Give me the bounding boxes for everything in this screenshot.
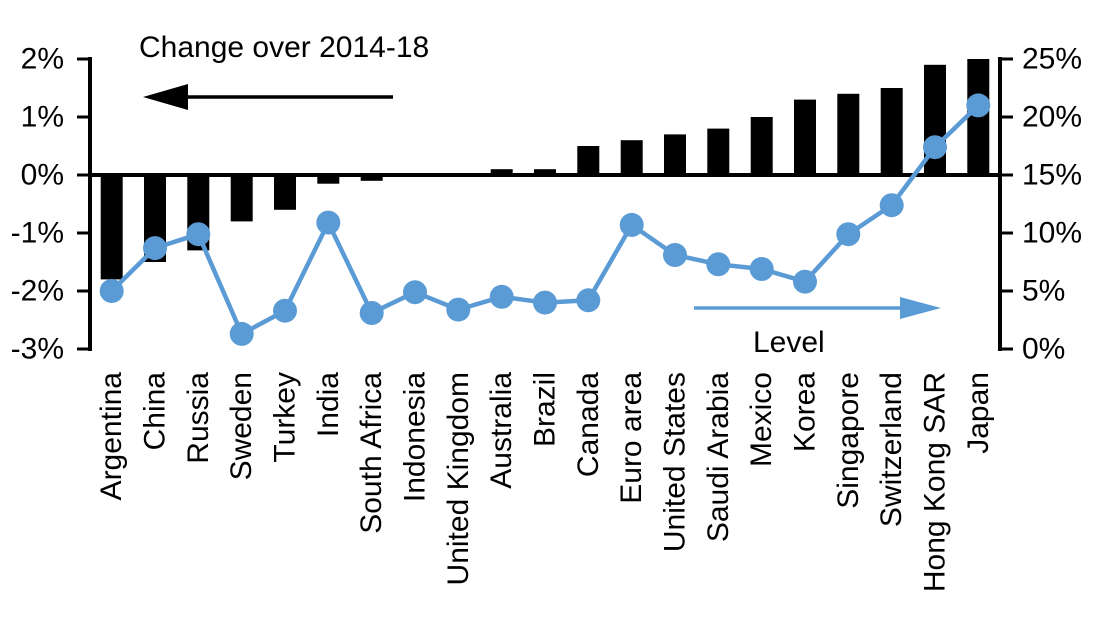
level-dot-argentina (99, 279, 124, 303)
x-axis-label-switzerland: Switzerland (875, 372, 908, 527)
x-axis-label-south-africa: South Africa (355, 372, 388, 534)
bar-switzerland (880, 88, 903, 175)
x-axis-label-canada: Canada (572, 372, 605, 477)
bar-argentina (100, 175, 123, 280)
level-dot-euro-area (619, 212, 644, 237)
level-dot-china (143, 236, 167, 261)
bar-australia (490, 169, 513, 175)
x-axis-label-china: China (139, 372, 172, 451)
change-series-arrow (143, 84, 393, 110)
level-dot-japan (966, 93, 991, 118)
bar-turkey (274, 175, 296, 210)
axes-layer (77, 57, 1013, 351)
bar-sweden (230, 175, 253, 222)
right-axis-tick-label: 0% (1022, 333, 1065, 366)
x-axis-label-argentina: Argentina (95, 372, 128, 501)
bar-india (317, 175, 340, 184)
bar-korea (794, 99, 816, 175)
right-axis-tick-label: 5% (1022, 275, 1065, 308)
change-arrow-head-left (143, 84, 188, 110)
x-axis-label-mexico: Mexico (745, 372, 778, 467)
left-axis-tick-label: -2% (11, 275, 64, 308)
x-axis-label-saudi-arabia: Saudi Arabia (702, 372, 735, 542)
right-axis-tick-label: 20% (1022, 101, 1082, 134)
right-axis-tick-label: 25% (1022, 43, 1082, 76)
level-dot-mexico (749, 257, 774, 281)
level-series-label: Level (753, 326, 825, 359)
bar-canada (577, 146, 600, 175)
left-axis-tick-label: 0% (21, 159, 64, 192)
x-axis-label-united-states: United States (659, 372, 692, 552)
x-axis-label-united-kingdom: United Kingdom (442, 372, 475, 585)
x-axis-label-russia: Russia (182, 372, 215, 464)
level-dot-switzerland (879, 193, 904, 218)
x-axis-label-singapore: Singapore (832, 372, 865, 509)
level-dot-india (316, 210, 341, 235)
left-axis-tick-label: 2% (21, 43, 64, 76)
chart-title: Change over 2014-18 (139, 31, 430, 64)
bar-singapore (837, 93, 860, 175)
left-axis-tick-label: -1% (11, 217, 64, 250)
right-axis-tick-label: 10% (1022, 217, 1082, 250)
bar-mexico (750, 117, 773, 175)
level-dot-korea (793, 269, 817, 294)
level-dot-singapore (836, 222, 861, 247)
bar-euro-area (620, 140, 643, 175)
x-axis-label-turkey: Turkey (269, 372, 302, 463)
level-dot-south-africa (359, 301, 384, 325)
bar-united-states (664, 134, 686, 175)
left-axis-tick-label: 1% (21, 101, 64, 134)
bars-layer (100, 59, 990, 280)
x-axis-label-korea: Korea (789, 372, 822, 452)
level-dot-indonesia (403, 280, 427, 305)
level-dot-sweden (229, 321, 254, 346)
bar-south-africa (360, 175, 383, 181)
level-dot-turkey (273, 298, 297, 323)
x-axis-label-india: India (312, 372, 345, 437)
x-axis-label-euro-area: Euro area (615, 372, 648, 504)
level-dot-united-states (663, 243, 687, 267)
x-axis-label-indonesia: Indonesia (399, 372, 432, 502)
bar-brazil (534, 169, 556, 175)
line-layer (99, 93, 991, 346)
right-axis-tick-label: 15% (1022, 159, 1082, 192)
level-arrow-head-right (900, 297, 941, 319)
level-dot-australia (489, 284, 514, 309)
left-axis-tick-label: -3% (11, 333, 64, 366)
level-dot-united-kingdom (446, 297, 471, 322)
x-axis-label-sweden: Sweden (225, 372, 258, 480)
level-dot-hong-kong-sar (923, 135, 947, 160)
x-axis-label-japan: Japan (962, 372, 995, 454)
x-axis-label-australia: Australia (485, 372, 518, 489)
level-dot-saudi-arabia (706, 252, 731, 277)
level-dot-canada (576, 288, 601, 313)
level-series-arrow (694, 297, 941, 319)
level-dot-brazil (533, 290, 557, 315)
x-axis-label-brazil: Brazil (529, 372, 562, 447)
bar-saudi-arabia (707, 128, 730, 175)
x-axis-label-hong-kong-sar: Hong Kong SAR (919, 372, 952, 592)
level-dot-russia (186, 222, 211, 247)
labels-layer: 2% 1% 0% -1% -2% -3% 25% 20% 15% 10% 5% 0% Argentina… (11, 43, 1082, 593)
